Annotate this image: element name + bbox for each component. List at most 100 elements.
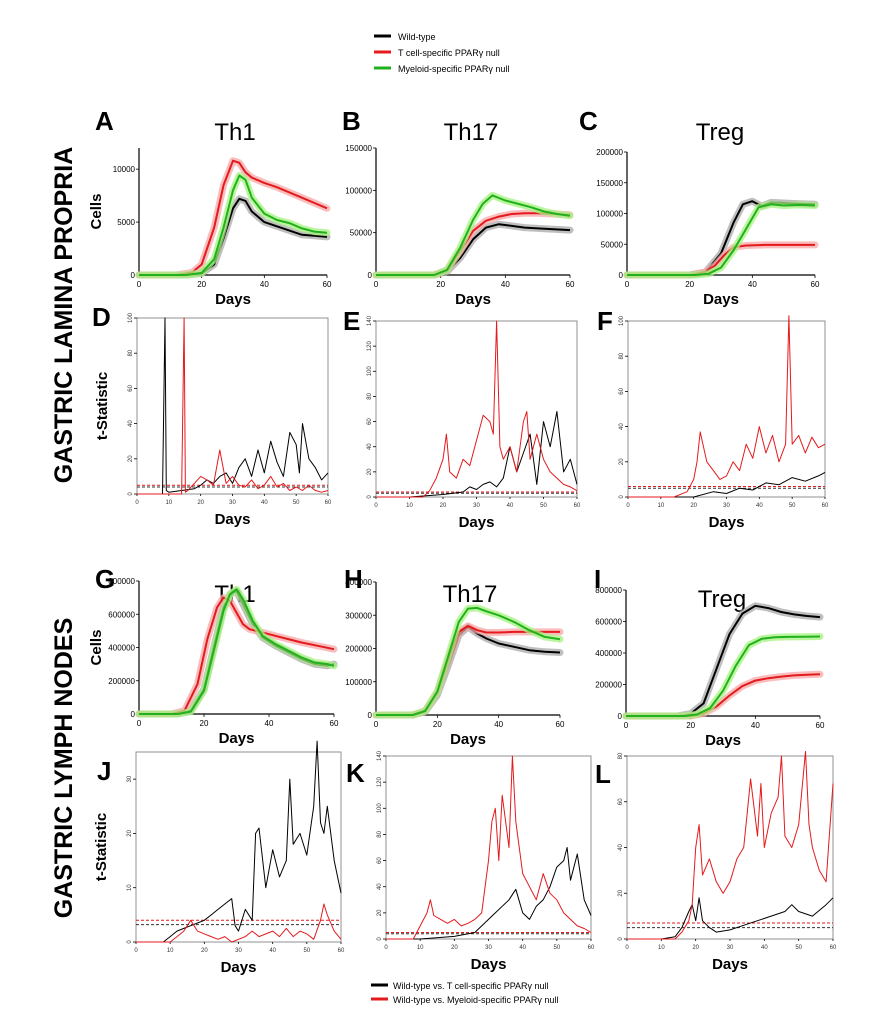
panel-letter: B bbox=[342, 106, 361, 136]
series-line bbox=[627, 897, 834, 940]
panel-letter: F bbox=[597, 306, 613, 336]
x-tick-label: 0 bbox=[384, 945, 388, 951]
x-tick-label: 60 bbox=[830, 945, 837, 951]
series-line bbox=[376, 194, 571, 276]
y-tick-label: 0 bbox=[127, 940, 133, 944]
x-tick-label: 0 bbox=[625, 280, 630, 289]
y-tick-label: 100 bbox=[377, 803, 383, 814]
legend-label-wt-vs-tcell: Wild-type vs. T cell-specific PPARγ null bbox=[393, 981, 549, 991]
series-line bbox=[137, 317, 329, 495]
x-tick-label: 30 bbox=[235, 948, 242, 954]
x-tick-label: 20 bbox=[451, 945, 458, 951]
x-tick-label: 40 bbox=[494, 720, 503, 729]
series-line bbox=[139, 596, 335, 715]
series-line bbox=[137, 317, 329, 495]
x-axis-label: Days bbox=[705, 732, 741, 749]
panel-letter: K bbox=[346, 758, 365, 788]
panel-e: E 0 10 20 30 40 50 60 0 20 40 60 80 100 120 140 Days bbox=[343, 306, 581, 531]
x-tick-label: 50 bbox=[553, 945, 560, 951]
y-tick-label: 20 bbox=[127, 829, 133, 836]
x-tick-label: 10 bbox=[657, 503, 664, 509]
panel-letter: I bbox=[594, 564, 601, 594]
x-axis-label: Days bbox=[450, 731, 486, 748]
y-tick-label: 40 bbox=[619, 423, 625, 430]
x-tick-label: 0 bbox=[625, 945, 629, 951]
x-tick-label: 20 bbox=[692, 945, 699, 951]
panel-j: J 0 10 20 30 40 50 60 0 10 20 30 Days t-Statistic bbox=[93, 740, 345, 976]
x-tick-label: 10 bbox=[658, 945, 665, 951]
panel-title: Th1 bbox=[214, 119, 255, 146]
x-tick-label: 20 bbox=[690, 503, 697, 509]
legend-label-wt-vs-myeloid: Wild-type vs. Myeloid-specific PPARγ nul… bbox=[393, 995, 558, 1005]
x-axis-label: Days bbox=[215, 291, 251, 308]
legend-bottom: Wild-type vs. T cell-specific PPARγ null… bbox=[371, 981, 558, 1005]
y-tick-label: 140 bbox=[367, 315, 373, 326]
panel-h: H Th17 0 20 40 60 0 100000 200000 300000 400000 Day… bbox=[344, 564, 565, 748]
x-tick-label: 40 bbox=[261, 500, 268, 506]
x-tick-label: 10 bbox=[167, 948, 174, 954]
y-tick-label: 0 bbox=[131, 710, 136, 719]
panel-title: Treg bbox=[696, 119, 744, 146]
y-tick-label: 50000 bbox=[601, 240, 624, 249]
x-tick-label: 60 bbox=[816, 721, 825, 730]
x-tick-label: 60 bbox=[323, 280, 332, 289]
y-tick-label: 60 bbox=[619, 387, 625, 394]
panel-c: C Treg 0 20 40 60 0 50000 100000 150000 200000 Days bbox=[579, 106, 820, 308]
series-line bbox=[627, 750, 834, 940]
y-tick-label: 40 bbox=[618, 844, 624, 851]
x-axis-label: Days bbox=[219, 730, 255, 747]
panel-letter: C bbox=[579, 106, 598, 136]
x-tick-label: 60 bbox=[566, 280, 575, 289]
x-tick-label: 60 bbox=[556, 720, 565, 729]
y-tick-label: 100 bbox=[367, 366, 373, 377]
x-tick-label: 0 bbox=[374, 720, 379, 729]
y-tick-label: 20 bbox=[377, 909, 383, 916]
panel-letter: E bbox=[343, 306, 360, 336]
y-tick-label: 20 bbox=[618, 889, 624, 896]
legend-label-tcell: T cell-specific PPARγ null bbox=[398, 48, 500, 58]
x-tick-label: 40 bbox=[748, 280, 757, 289]
panel-letter: G bbox=[95, 564, 115, 594]
x-tick-label: 20 bbox=[685, 280, 694, 289]
x-tick-label: 20 bbox=[197, 500, 204, 506]
x-tick-label: 0 bbox=[624, 721, 629, 730]
y-tick-label: 80 bbox=[619, 352, 625, 359]
y-tick-label: 20 bbox=[619, 458, 625, 465]
y-tick-label: 60 bbox=[128, 384, 134, 391]
y-tick-label: 10 bbox=[127, 884, 133, 891]
series-line bbox=[139, 159, 328, 276]
y-tick-label: 20 bbox=[367, 468, 373, 475]
x-tick-label: 20 bbox=[440, 503, 447, 509]
y-tick-label: 0 bbox=[618, 937, 624, 941]
x-tick-label: 20 bbox=[197, 280, 206, 289]
y-tick-label: 0 bbox=[368, 711, 373, 720]
series-line bbox=[136, 903, 342, 943]
x-tick-label: 50 bbox=[293, 500, 300, 506]
y-tick-label: 120 bbox=[377, 776, 383, 787]
x-tick-label: 0 bbox=[374, 280, 379, 289]
plot-frame bbox=[627, 320, 826, 498]
x-tick-label: 60 bbox=[811, 280, 820, 289]
panel-letter: D bbox=[92, 302, 111, 332]
x-tick-label: 50 bbox=[540, 503, 547, 509]
series-line bbox=[627, 203, 816, 276]
y-tick-label: 30 bbox=[127, 775, 133, 782]
x-tick-label: 40 bbox=[751, 721, 760, 730]
x-tick-label: 40 bbox=[269, 948, 276, 954]
x-axis-label: Days bbox=[712, 956, 748, 973]
panel-f: F 0 10 20 30 40 50 60 0 20 40 60 80 100 Days bbox=[597, 306, 829, 531]
x-axis-label: Days bbox=[221, 959, 257, 976]
x-tick-label: 40 bbox=[507, 503, 514, 509]
x-tick-label: 60 bbox=[574, 503, 581, 509]
y-tick-label: 0 bbox=[377, 937, 383, 941]
panel-b: B Th17 0 20 40 60 0 50000 100000 150000 Days bbox=[342, 106, 575, 308]
series-line bbox=[376, 320, 578, 498]
panel-l: L 0 10 20 30 40 50 60 0 20 40 60 80 Days bbox=[595, 750, 837, 973]
y-tick-label: 400000 bbox=[108, 644, 135, 653]
y-tick-label: 800000 bbox=[595, 586, 622, 595]
panel-title: Treg bbox=[698, 586, 746, 613]
y-tick-label: 0 bbox=[619, 495, 625, 499]
y-tick-label: 40 bbox=[367, 443, 373, 450]
x-tick-label: 40 bbox=[501, 280, 510, 289]
